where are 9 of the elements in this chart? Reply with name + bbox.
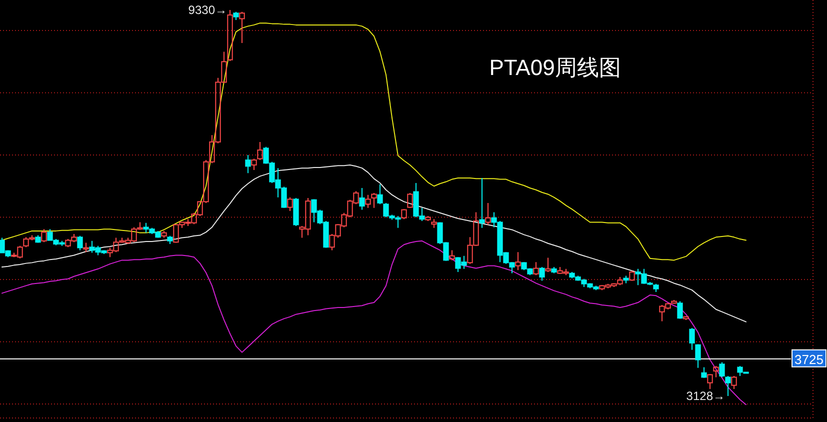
candlestick xyxy=(701,366,707,378)
candlestick xyxy=(479,178,485,228)
annotation: 9330→ xyxy=(188,3,227,17)
candlestick xyxy=(359,188,365,210)
text: PTA09周线图 xyxy=(489,55,621,80)
candlestick xyxy=(245,154,251,174)
ref-line-label: 3725 xyxy=(794,352,824,367)
candlestick xyxy=(695,344,701,368)
annotation: 3128→ xyxy=(686,389,725,403)
